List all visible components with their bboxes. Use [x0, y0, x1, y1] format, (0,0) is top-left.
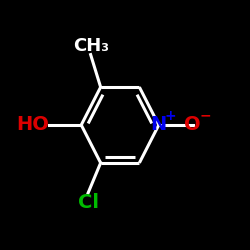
Text: +: +	[164, 108, 176, 122]
Text: CH₃: CH₃	[73, 36, 109, 54]
Text: O: O	[184, 116, 201, 134]
Text: −: −	[199, 108, 211, 122]
Text: Cl: Cl	[78, 193, 99, 212]
Text: N: N	[150, 116, 167, 134]
Text: HO: HO	[16, 116, 49, 134]
